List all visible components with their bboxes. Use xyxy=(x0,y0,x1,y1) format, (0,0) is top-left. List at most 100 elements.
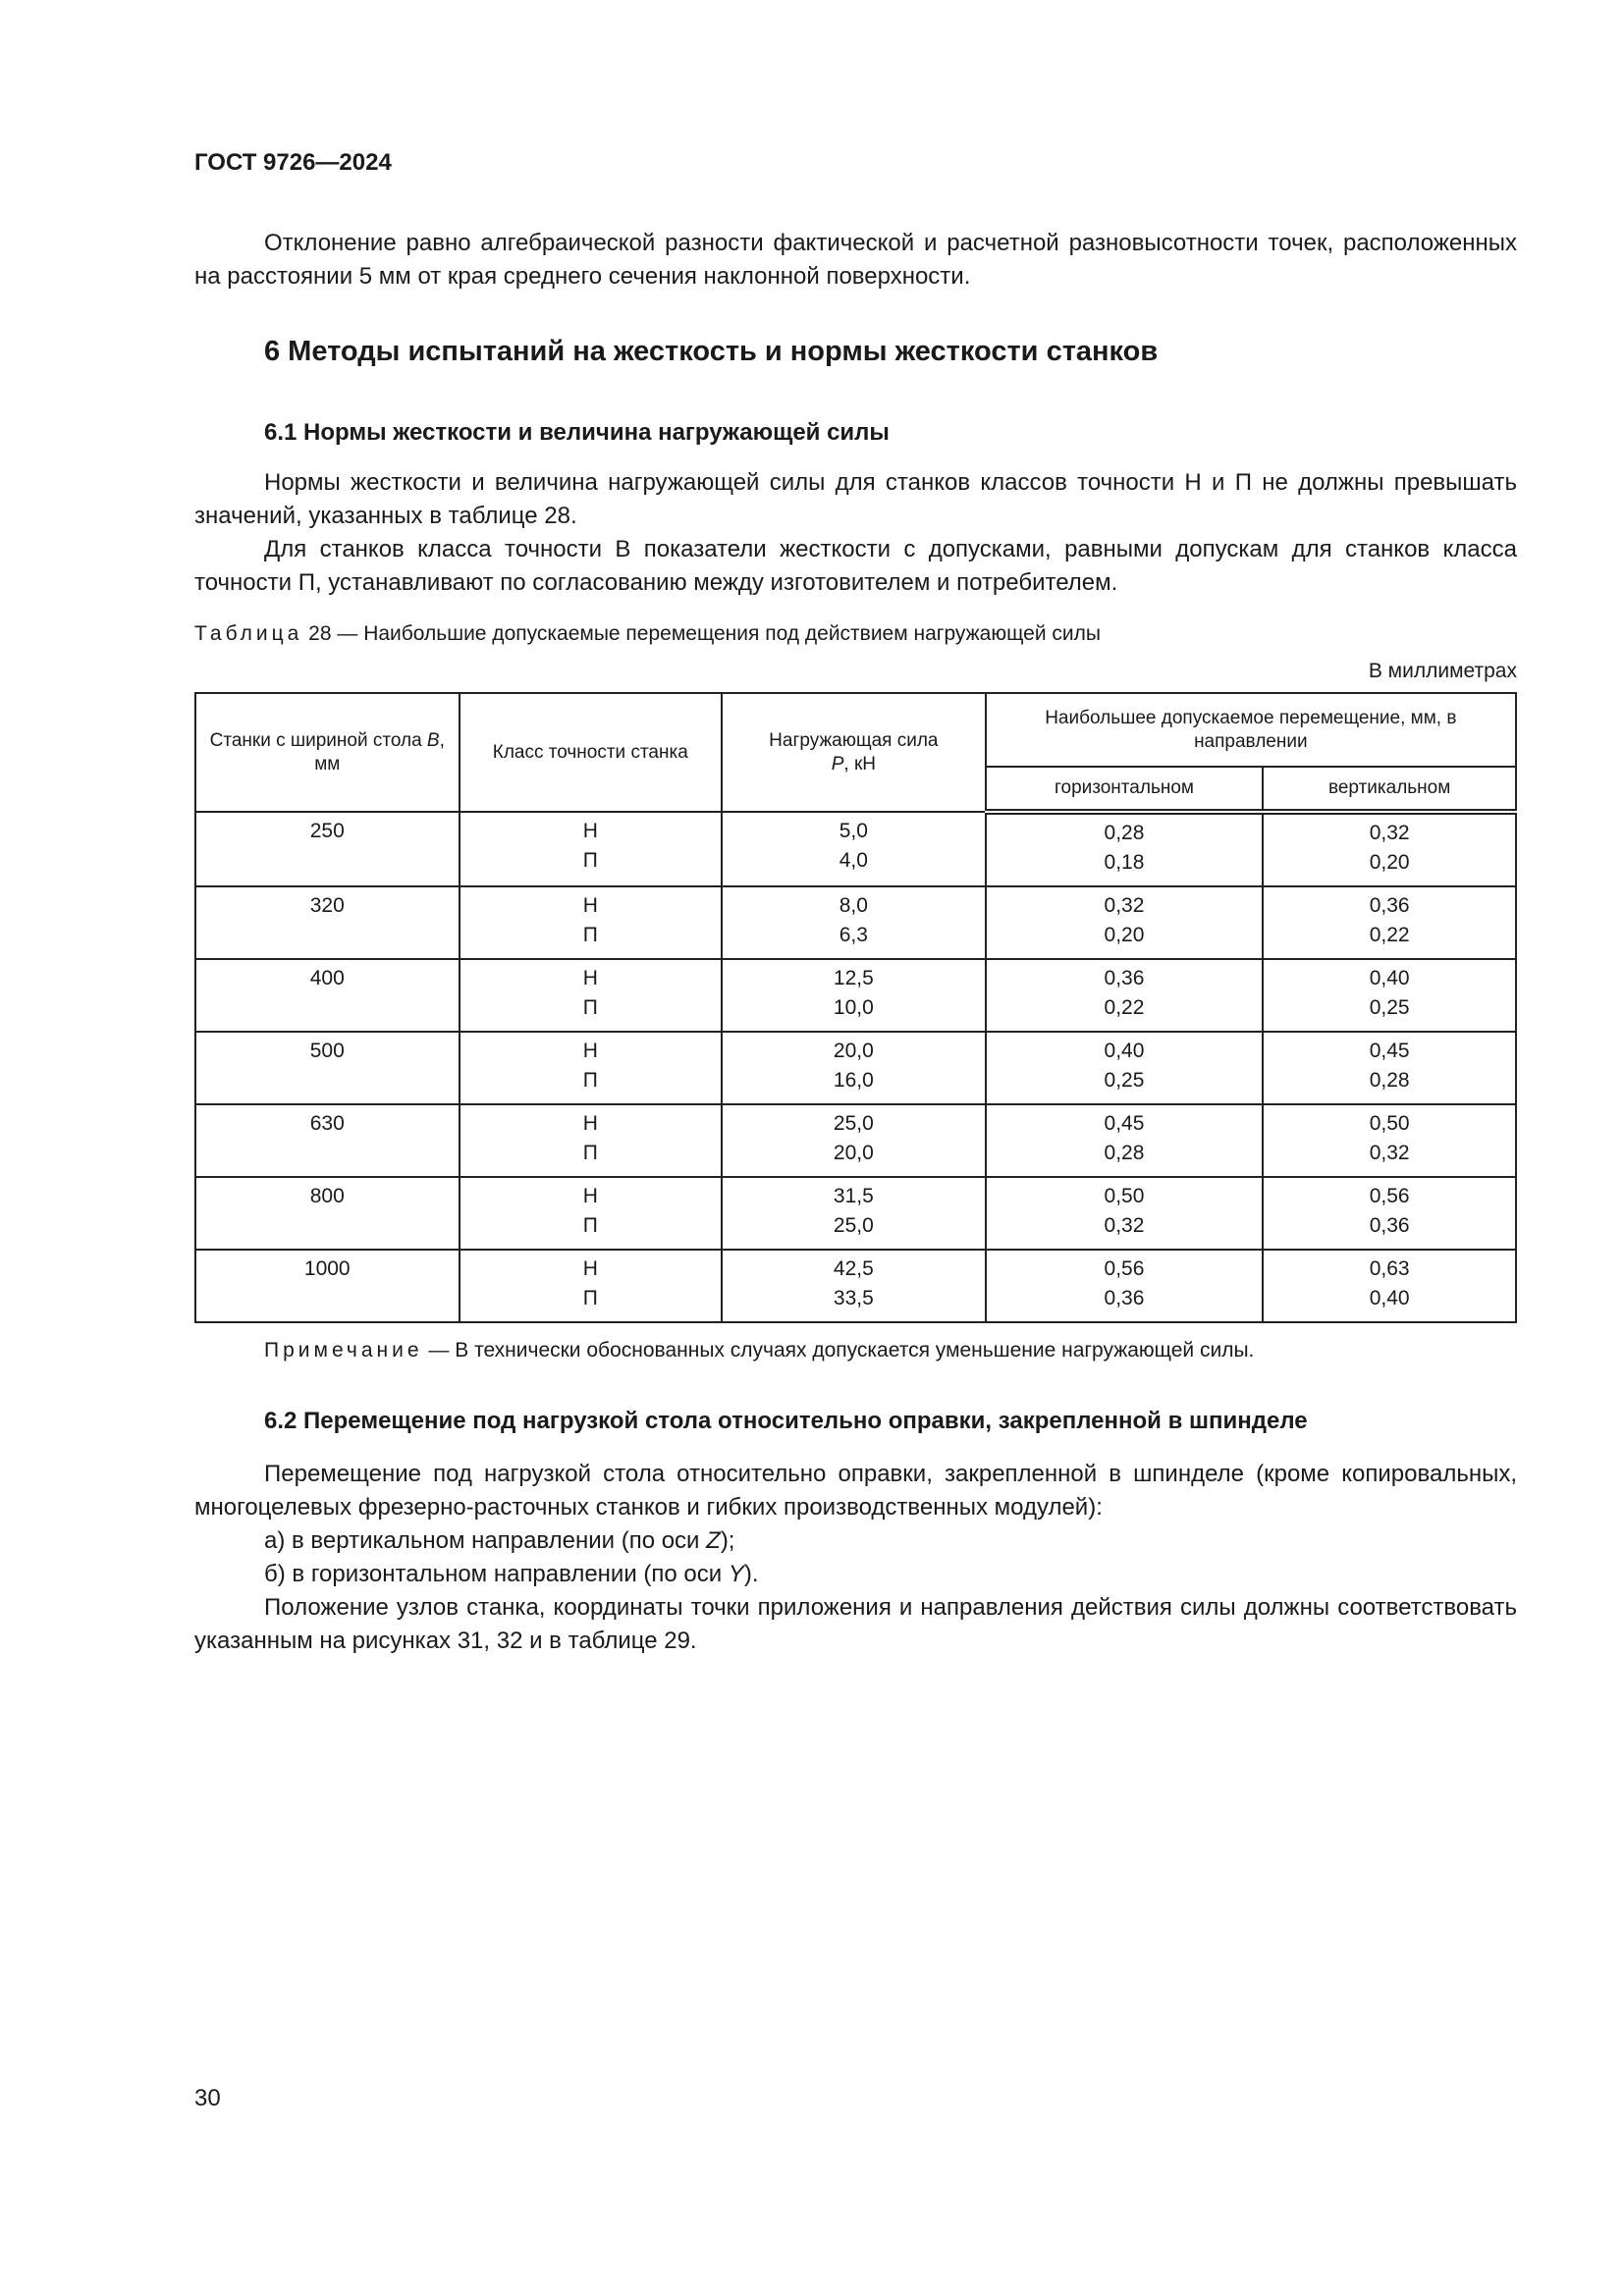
cell-value: 4,0 xyxy=(839,849,868,872)
cell-horiz: 0,32 0,20 xyxy=(984,885,1265,960)
cell-value: 20,0 xyxy=(833,1142,874,1164)
intro-paragraph: Отклонение равно алгебраической разности… xyxy=(194,230,1517,290)
table-row: 630 Н П 25,0 20,0 0,45 0,28 0,50 0,32 xyxy=(194,1103,1517,1178)
cell-value: 0,32 xyxy=(1369,1142,1410,1164)
cell-value: 0,32 xyxy=(1369,822,1410,844)
table-row: 400 Н П 12,5 10,0 0,36 0,22 0,40 0,25 xyxy=(194,958,1517,1033)
table-row: 800 Н П 31,5 25,0 0,50 0,32 0,56 0,36 xyxy=(194,1176,1517,1251)
cell-value: 0,32 xyxy=(1104,1214,1145,1237)
cell-width: 1000 xyxy=(194,1249,460,1323)
cell-value: П xyxy=(582,1142,598,1164)
cell-value: 0,56 xyxy=(1369,1185,1410,1207)
cell-value: 42,5 xyxy=(833,1257,874,1280)
cell-value: 33,5 xyxy=(833,1287,874,1309)
cell-value: П xyxy=(582,1287,598,1309)
cell-value: Н xyxy=(582,1112,598,1135)
stiffness-table: Станки с шириной стола B, мм Класс точно… xyxy=(194,692,1518,1323)
paragraph: Нормы жесткости и величина нагружающей с… xyxy=(194,469,1517,529)
cell-value: 0,45 xyxy=(1369,1040,1410,1062)
cell-value: 10,0 xyxy=(833,996,874,1019)
cell-force: 8,0 6,3 xyxy=(721,885,987,960)
cell-value: 0,36 xyxy=(1369,1214,1410,1237)
cell-value: 0,25 xyxy=(1104,1069,1145,1092)
list-item-a: а) в вертикальном направлении (по оси Z)… xyxy=(264,1527,735,1554)
cell-value: Н xyxy=(582,1185,598,1207)
cell-value: 0,50 xyxy=(1369,1112,1410,1135)
cell-vert: 0,36 0,22 xyxy=(1262,885,1517,960)
cell-value: 0,56 xyxy=(1104,1257,1145,1280)
cell-value: 25,0 xyxy=(833,1112,874,1135)
caption-text: 28 — Наибольшие допускаемые перемещения … xyxy=(302,622,1101,645)
cell-horiz: 0,45 0,28 xyxy=(984,1103,1265,1178)
cell-value: 0,28 xyxy=(1104,1142,1145,1164)
cell-value: Н xyxy=(582,1040,598,1062)
cell-vert: 0,63 0,40 xyxy=(1262,1249,1517,1323)
section-6-2-heading: 6.2 Перемещение под нагрузкой стола отно… xyxy=(264,1408,1308,1434)
cell-value: 6,3 xyxy=(839,924,868,946)
cell-value: 0,40 xyxy=(1104,1040,1145,1062)
table-row: 320 Н П 8,0 6,3 0,32 0,20 0,36 0,22 xyxy=(194,885,1517,960)
cell-value: Н xyxy=(582,967,598,989)
header-vertical: вертикальном xyxy=(1262,766,1517,815)
table-caption: Таблица 28 — Наибольшие допускаемые пере… xyxy=(194,622,1101,646)
cell-value: 0,25 xyxy=(1369,996,1410,1019)
cell-value: 0,45 xyxy=(1104,1112,1145,1135)
cell-horiz: 0,36 0,22 xyxy=(984,958,1265,1033)
cell-value: П xyxy=(582,996,598,1019)
cell-width: 500 xyxy=(194,1031,460,1105)
cell-value: 0,22 xyxy=(1104,996,1145,1019)
cell-force: 42,5 33,5 xyxy=(721,1249,987,1323)
document-header: ГОСТ 9726—2024 xyxy=(194,149,392,176)
cell-force: 25,0 20,0 xyxy=(721,1103,987,1178)
cell-force: 31,5 25,0 xyxy=(721,1176,987,1251)
cell-value: 0,32 xyxy=(1104,894,1145,917)
cell-value: 0,20 xyxy=(1369,851,1410,874)
table-row: 1000 Н П 42,5 33,5 0,56 0,36 0,63 0,40 xyxy=(194,1249,1517,1323)
cell-value: 0,20 xyxy=(1104,924,1145,946)
note-label: Примечание xyxy=(264,1339,423,1362)
cell-value: 20,0 xyxy=(833,1040,874,1062)
cell-value: 0,40 xyxy=(1369,1287,1410,1309)
cell-horiz: 0,50 0,32 xyxy=(984,1176,1265,1251)
cell-vert: 0,45 0,28 xyxy=(1262,1031,1517,1105)
cell-value: Н xyxy=(582,820,598,842)
cell-width: 630 xyxy=(194,1103,460,1178)
cell-vert: 0,56 0,36 xyxy=(1262,1176,1517,1251)
cell-force: 12,5 10,0 xyxy=(721,958,987,1033)
cell-width: 800 xyxy=(194,1176,460,1251)
cell-horiz: 0,40 0,25 xyxy=(984,1031,1265,1105)
cell-vert: 0,50 0,32 xyxy=(1262,1103,1517,1178)
header-displacement: Наибольшее допускаемое перемещение, мм, … xyxy=(984,692,1518,768)
page-number: 30 xyxy=(194,2085,221,2111)
cell-value: 8,0 xyxy=(839,894,868,917)
cell-value: П xyxy=(582,1069,598,1092)
cell-value: 12,5 xyxy=(833,967,874,989)
cell-value: П xyxy=(582,924,598,946)
cell-value: 0,50 xyxy=(1104,1185,1145,1207)
cell-force: 5,0 4,0 xyxy=(721,811,987,887)
header-force: Нагружающая сила P, кН xyxy=(721,692,987,813)
paragraph: Перемещение под нагрузкой стола относите… xyxy=(194,1461,1517,1521)
cell-value: 0,18 xyxy=(1104,851,1145,874)
cell-value: Н xyxy=(582,894,598,917)
list-item-b: б) в горизонтальном направлении (по оси … xyxy=(264,1561,759,1587)
cell-value: 0,63 xyxy=(1369,1257,1410,1280)
caption-label: Таблица xyxy=(194,622,303,645)
cell-value: 0,22 xyxy=(1369,924,1410,946)
cell-value: 0,28 xyxy=(1104,822,1145,844)
cell-value: 25,0 xyxy=(833,1214,874,1237)
cell-vert: 0,40 0,25 xyxy=(1262,958,1517,1033)
cell-horiz: 0,28 0,18 xyxy=(984,811,1265,887)
section-6-1-heading: 6.1 Нормы жесткости и величина нагружающ… xyxy=(264,419,890,446)
cell-value: 0,36 xyxy=(1104,967,1145,989)
cell-width: 320 xyxy=(194,885,460,960)
section-6-heading: 6 Методы испытаний на жесткость и нормы … xyxy=(264,336,1159,367)
cell-horiz: 0,56 0,36 xyxy=(984,1249,1265,1323)
cell-force: 20,0 16,0 xyxy=(721,1031,987,1105)
